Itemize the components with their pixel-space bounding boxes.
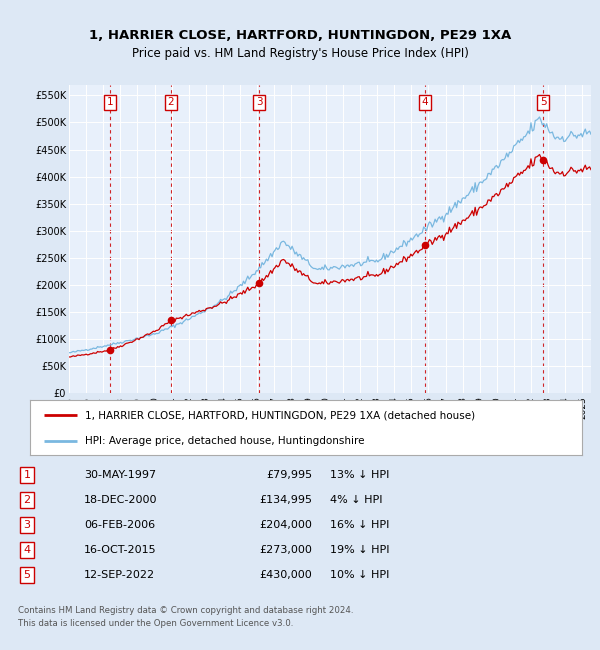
Text: 2: 2 <box>167 98 175 107</box>
Text: Contains HM Land Registry data © Crown copyright and database right 2024.: Contains HM Land Registry data © Crown c… <box>18 606 353 615</box>
Text: £79,995: £79,995 <box>266 470 312 480</box>
Text: 1: 1 <box>23 470 31 480</box>
Text: 4% ↓ HPI: 4% ↓ HPI <box>330 495 383 505</box>
Text: 16% ↓ HPI: 16% ↓ HPI <box>330 520 389 530</box>
Text: 16-OCT-2015: 16-OCT-2015 <box>84 545 157 555</box>
Text: 12-SEP-2022: 12-SEP-2022 <box>84 570 155 580</box>
Text: 3: 3 <box>256 98 262 107</box>
Text: 2: 2 <box>23 495 31 505</box>
Text: 13% ↓ HPI: 13% ↓ HPI <box>330 470 389 480</box>
Text: 5: 5 <box>23 570 31 580</box>
Text: 5: 5 <box>540 98 547 107</box>
Text: Price paid vs. HM Land Registry's House Price Index (HPI): Price paid vs. HM Land Registry's House … <box>131 47 469 60</box>
Text: £134,995: £134,995 <box>259 495 312 505</box>
Text: 10% ↓ HPI: 10% ↓ HPI <box>330 570 389 580</box>
Text: 4: 4 <box>422 98 428 107</box>
Text: 3: 3 <box>23 520 31 530</box>
Text: 1, HARRIER CLOSE, HARTFORD, HUNTINGDON, PE29 1XA (detached house): 1, HARRIER CLOSE, HARTFORD, HUNTINGDON, … <box>85 410 475 420</box>
Text: £204,000: £204,000 <box>259 520 312 530</box>
Text: HPI: Average price, detached house, Huntingdonshire: HPI: Average price, detached house, Hunt… <box>85 436 365 446</box>
Text: 1: 1 <box>107 98 113 107</box>
Text: 06-FEB-2006: 06-FEB-2006 <box>84 520 155 530</box>
Text: 18-DEC-2000: 18-DEC-2000 <box>84 495 157 505</box>
Text: 4: 4 <box>23 545 31 555</box>
Text: 30-MAY-1997: 30-MAY-1997 <box>84 470 156 480</box>
Text: This data is licensed under the Open Government Licence v3.0.: This data is licensed under the Open Gov… <box>18 619 293 628</box>
Text: 1, HARRIER CLOSE, HARTFORD, HUNTINGDON, PE29 1XA: 1, HARRIER CLOSE, HARTFORD, HUNTINGDON, … <box>89 29 511 42</box>
Text: 19% ↓ HPI: 19% ↓ HPI <box>330 545 389 555</box>
Text: £273,000: £273,000 <box>259 545 312 555</box>
Text: £430,000: £430,000 <box>259 570 312 580</box>
